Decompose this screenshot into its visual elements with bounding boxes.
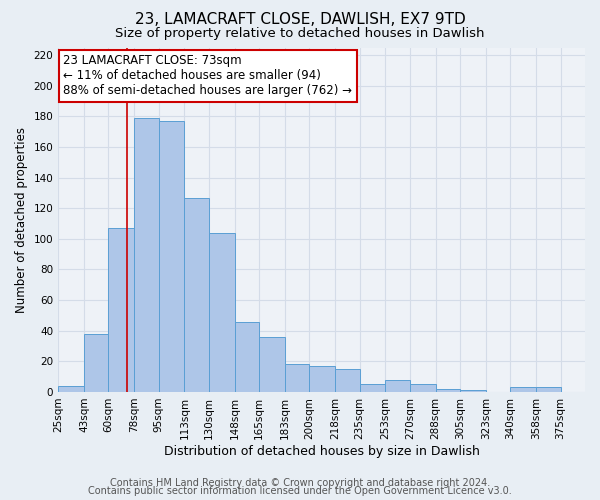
Bar — [385, 380, 410, 392]
Bar — [58, 386, 84, 392]
Bar — [410, 384, 436, 392]
Bar — [359, 384, 385, 392]
Bar — [536, 388, 560, 392]
Bar — [259, 337, 285, 392]
Bar — [134, 118, 158, 392]
X-axis label: Distribution of detached houses by size in Dawlish: Distribution of detached houses by size … — [164, 444, 479, 458]
Bar — [84, 334, 109, 392]
Text: Contains public sector information licensed under the Open Government Licence v3: Contains public sector information licen… — [88, 486, 512, 496]
Bar — [285, 364, 310, 392]
Text: Size of property relative to detached houses in Dawlish: Size of property relative to detached ho… — [115, 28, 485, 40]
Bar — [511, 388, 536, 392]
Y-axis label: Number of detached properties: Number of detached properties — [15, 126, 28, 312]
Bar — [158, 121, 184, 392]
Bar — [335, 369, 359, 392]
Text: Contains HM Land Registry data © Crown copyright and database right 2024.: Contains HM Land Registry data © Crown c… — [110, 478, 490, 488]
Bar — [436, 389, 460, 392]
Bar — [109, 228, 134, 392]
Bar — [184, 198, 209, 392]
Bar — [310, 366, 335, 392]
Bar — [460, 390, 486, 392]
Text: 23 LAMACRAFT CLOSE: 73sqm
← 11% of detached houses are smaller (94)
88% of semi-: 23 LAMACRAFT CLOSE: 73sqm ← 11% of detac… — [64, 54, 352, 98]
Bar — [235, 322, 259, 392]
Text: 23, LAMACRAFT CLOSE, DAWLISH, EX7 9TD: 23, LAMACRAFT CLOSE, DAWLISH, EX7 9TD — [134, 12, 466, 28]
Bar — [209, 232, 235, 392]
